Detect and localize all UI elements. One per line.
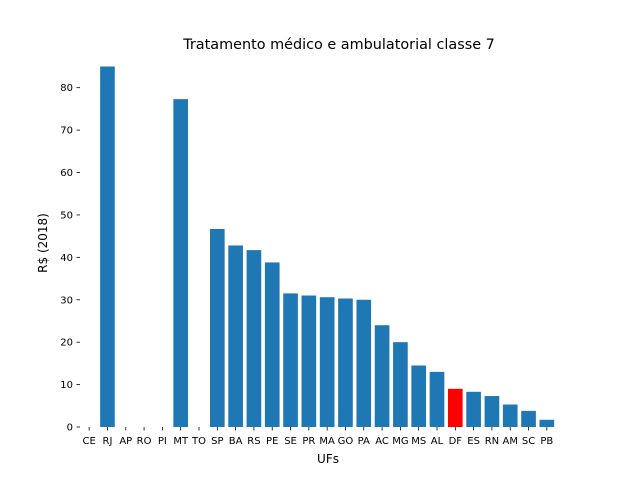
bar-df — [447, 388, 463, 427]
x-tick-label: DF — [449, 436, 463, 447]
bar-se — [283, 293, 298, 427]
bar-pe — [264, 262, 280, 427]
y-tick-label: 70 — [60, 126, 73, 137]
x-tick-label: MT — [173, 436, 189, 447]
bar-ma — [319, 297, 335, 427]
bar-sc — [521, 410, 536, 427]
y-axis-label: R$ (2018) — [36, 213, 50, 273]
bar-al — [429, 371, 445, 427]
chart-title: Tratamento médico e ambulatorial classe … — [182, 37, 495, 53]
bar-pr — [301, 295, 317, 427]
x-tick-label: AL — [431, 436, 444, 447]
x-tick-label: PR — [302, 436, 315, 447]
y-tick-label: 30 — [60, 295, 73, 306]
bar-es — [466, 391, 481, 427]
x-axis: CE RJ AP RO PI MT TO SP BA RS PE SE PR MA GO PA AC MG MS AL… — [82, 427, 553, 447]
x-tick-label: MG — [392, 436, 408, 447]
bar-ms — [411, 365, 427, 427]
x-tick-label: RS — [247, 436, 260, 447]
bar-rj — [100, 66, 115, 427]
y-tick-label: 40 — [60, 253, 73, 264]
bar-sp — [209, 228, 225, 427]
y-tick-label: 60 — [60, 168, 73, 179]
x-tick-label: SC — [522, 436, 535, 447]
bar-mt — [173, 99, 189, 427]
bar-go — [338, 298, 353, 427]
x-tick-label: ES — [467, 436, 480, 447]
x-tick-label: SP — [211, 436, 223, 447]
x-tick-label: MS — [411, 436, 426, 447]
x-tick-label: RN — [485, 436, 499, 447]
x-tick-label: BA — [229, 436, 243, 447]
y-tick-label: 10 — [60, 380, 73, 391]
y-tick-label: 0 — [67, 423, 73, 434]
bar-rs — [246, 250, 262, 427]
x-tick-label: CE — [82, 436, 95, 447]
bar-ba — [228, 245, 243, 427]
x-tick-label: PA — [358, 436, 370, 447]
x-tick-label: RJ — [103, 436, 113, 447]
bar-rn — [484, 396, 500, 427]
bar-pb — [539, 419, 555, 427]
y-axis: 0 10 20 30 40 50 60 70 80 — [60, 83, 80, 434]
x-tick-label: MA — [319, 436, 335, 447]
x-tick-label: PI — [158, 436, 167, 447]
bar-ac — [374, 325, 390, 427]
x-tick-label: AC — [375, 436, 389, 447]
x-tick-label: AM — [502, 436, 517, 447]
bar-am — [502, 404, 518, 427]
bars-group — [100, 66, 555, 427]
y-tick-label: 50 — [60, 210, 73, 221]
x-tick-label: PB — [540, 436, 553, 447]
bar-mg — [393, 342, 408, 427]
x-axis-label: UFs — [317, 452, 339, 466]
bar-pa — [356, 299, 372, 427]
x-tick-label: AP — [119, 436, 132, 447]
x-tick-label: GO — [338, 436, 354, 447]
y-tick-label: 20 — [60, 338, 73, 349]
x-tick-label: TO — [191, 436, 206, 447]
x-tick-label: RO — [137, 436, 152, 447]
x-tick-label: PE — [266, 436, 278, 447]
y-tick-label: 80 — [60, 83, 73, 94]
x-tick-label: SE — [284, 436, 297, 447]
